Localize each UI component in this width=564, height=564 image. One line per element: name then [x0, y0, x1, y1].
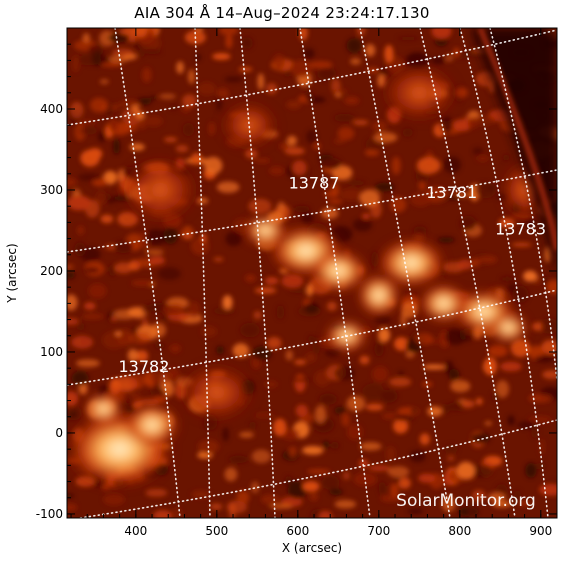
active-region-label: 13781	[426, 183, 477, 202]
active-region-label: 13783	[495, 220, 546, 239]
solar-limb-shadow	[470, 28, 557, 280]
grid-line	[194, 28, 211, 518]
x-tick-label: 600	[286, 524, 309, 538]
solar-disk-image	[67, 28, 557, 518]
grid-line	[114, 28, 181, 518]
heliographic-grid	[67, 28, 557, 518]
image-title: AIA 304 Å 14–Aug–2024 23:24:17.130	[134, 4, 430, 22]
y-tick-label: 300	[40, 183, 63, 197]
grid-line	[459, 28, 549, 518]
x-tick-label: 400	[124, 524, 147, 538]
x-tick-label: 500	[205, 524, 228, 538]
y-tick-label: -100	[36, 507, 63, 521]
x-axis-ticks: 400 500 600 700 800 900	[70, 28, 558, 538]
grid-line	[67, 289, 557, 386]
x-tick-label: 700	[367, 524, 390, 538]
grid-line	[299, 28, 371, 518]
y-tick-label: 100	[40, 345, 63, 359]
solar-limb-edge	[477, 28, 557, 251]
grid-line	[67, 29, 557, 126]
grid-line	[489, 28, 557, 381]
grid-line	[67, 169, 557, 253]
grid-line	[239, 28, 276, 518]
active-region-label: 13782	[118, 357, 169, 376]
x-tick-label: 900	[529, 524, 552, 538]
y-axis-label: Y (arcsec)	[5, 243, 19, 303]
credit-watermark: SolarMonitor.org	[396, 491, 536, 511]
plot-frame	[66, 27, 558, 519]
grid-line	[74, 419, 557, 518]
active-region-label: 13787	[289, 173, 340, 192]
grid-line	[419, 28, 516, 518]
y-tick-label: 400	[40, 102, 63, 116]
y-tick-label: 200	[40, 264, 63, 278]
x-axis-label: X (arcsec)	[282, 541, 342, 555]
y-tick-label: 0	[55, 426, 63, 440]
grid-line	[359, 28, 451, 518]
active-region-labels: 13787 13781 13783 13782	[118, 173, 546, 376]
y-axis-ticks: -100 0 100 200 300 400	[36, 27, 557, 521]
x-tick-label: 800	[448, 524, 471, 538]
